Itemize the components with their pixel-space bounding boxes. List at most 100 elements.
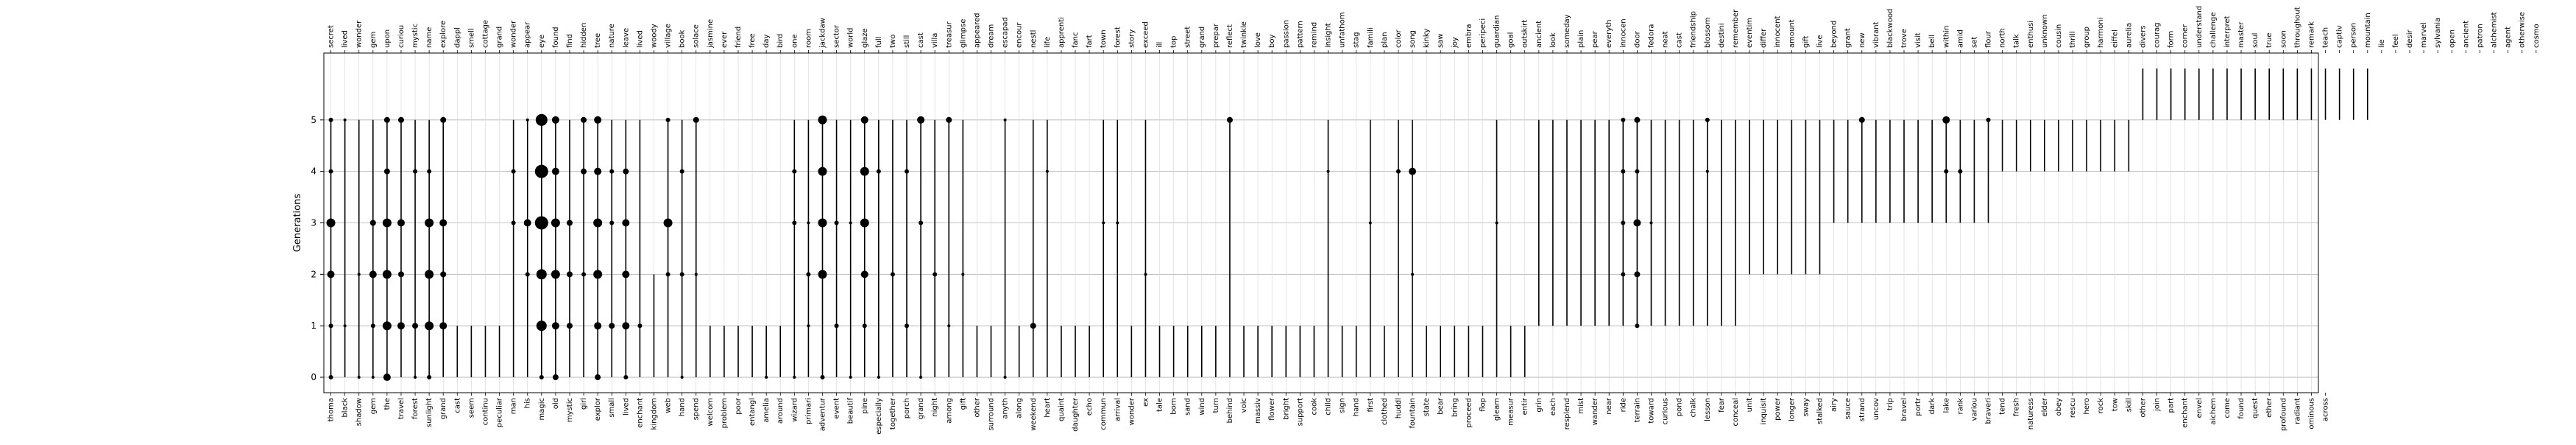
x-top-tick-label: otherwise bbox=[2519, 12, 2527, 48]
data-point bbox=[551, 218, 560, 228]
x-tick-label: massiv bbox=[1254, 398, 1262, 424]
x-top-tick-label: goal bbox=[1507, 32, 1515, 48]
data-point bbox=[933, 272, 938, 277]
x-tick-label: mist bbox=[1577, 398, 1585, 414]
data-point bbox=[425, 270, 434, 279]
x-tick-label: measur bbox=[1507, 397, 1515, 426]
x-tick-label: poor bbox=[735, 397, 743, 415]
x-tick-label: spend bbox=[693, 398, 701, 420]
data-point bbox=[1368, 221, 1372, 225]
x-tick-label: behind bbox=[1226, 398, 1234, 423]
x-tick-label: unit bbox=[1746, 398, 1754, 412]
data-point bbox=[1705, 117, 1710, 122]
x-tick-label: power bbox=[1774, 397, 1782, 421]
x-tick-label: black bbox=[342, 398, 350, 418]
x-top-tick-label: fanc bbox=[1072, 32, 1080, 48]
data-point bbox=[581, 272, 587, 277]
data-point bbox=[1495, 221, 1498, 225]
y-tick-label: 5 bbox=[311, 115, 316, 125]
x-top-tick-label: aurelia bbox=[2125, 23, 2133, 48]
x-tick-label: obey bbox=[2055, 398, 2063, 416]
x-top-tick-label: embra bbox=[1465, 24, 1473, 48]
data-point bbox=[679, 169, 684, 174]
x-tick-label: heart bbox=[1044, 398, 1052, 418]
data-point bbox=[834, 220, 839, 225]
x-top-tick-label: mountain bbox=[2364, 13, 2372, 48]
x-tick-label: aichem bbox=[2209, 398, 2218, 425]
x-tick-label: lake bbox=[1942, 398, 1950, 413]
x-top-tick-label: visit bbox=[1914, 32, 1922, 48]
x-tick-label: support bbox=[1296, 398, 1304, 426]
data-point bbox=[622, 270, 630, 278]
data-point bbox=[427, 375, 432, 380]
x-top-tick-label: remember bbox=[1732, 9, 1740, 48]
x-tick-label: chalk bbox=[1690, 398, 1698, 418]
data-point bbox=[849, 221, 852, 225]
data-point bbox=[961, 273, 965, 276]
x-top-tick-label: wonder bbox=[355, 20, 364, 48]
x-top-tick-label: amid bbox=[1956, 29, 1964, 48]
x-top-tick-label: innocent bbox=[1774, 15, 1782, 48]
x-tick-label: ominous bbox=[2307, 398, 2315, 430]
x-top-tick-label: curiou bbox=[397, 25, 406, 48]
x-top-tick-label: name bbox=[425, 27, 434, 48]
x-top-tick-label: thrill bbox=[2069, 31, 2077, 48]
x-tick-label: amelia bbox=[762, 398, 771, 423]
data-point bbox=[425, 321, 434, 331]
data-point bbox=[860, 270, 868, 278]
x-top-tick-label: exceed bbox=[1142, 21, 1150, 48]
x-tick-label: gift bbox=[959, 398, 967, 410]
data-point bbox=[1986, 117, 1991, 122]
data-point bbox=[326, 218, 336, 228]
data-point bbox=[807, 324, 810, 328]
x-top-tick-label: captiv bbox=[2336, 25, 2344, 48]
x-top-tick-label: villa bbox=[931, 33, 939, 48]
x-top-tick-label: smell bbox=[467, 28, 475, 48]
x-top-tick-label: fart bbox=[1086, 35, 1094, 48]
x-top-tick-label: village bbox=[665, 24, 673, 48]
data-point bbox=[511, 220, 516, 225]
x-top-tick-label: blossom bbox=[1704, 17, 1712, 48]
x-axis-top: secret lived wonder gem upon curiou mystic name… bbox=[328, 6, 2541, 53]
x-top-tick-label: song bbox=[1409, 30, 1417, 48]
x-top-tick-label: tree bbox=[594, 33, 602, 48]
x-top-tick-label: enthusi bbox=[2027, 21, 2035, 48]
x-top-tick-label: plan bbox=[1381, 32, 1389, 48]
x-tick-label: quest bbox=[2251, 398, 2260, 418]
x-tick-label: shadow bbox=[355, 398, 364, 426]
data-point bbox=[551, 322, 559, 330]
x-tick-label: among bbox=[945, 398, 953, 424]
x-top-tick-label: eye bbox=[538, 35, 546, 48]
data-point bbox=[765, 376, 768, 379]
x-top-tick-label: peripeci bbox=[1479, 18, 1487, 48]
x-tick-label: echo bbox=[1086, 398, 1094, 416]
data-point bbox=[525, 272, 530, 277]
data-point bbox=[946, 116, 952, 123]
x-top-tick-label: prepar bbox=[1212, 23, 1220, 48]
x-tick-label: grand bbox=[917, 398, 925, 419]
data-point bbox=[566, 220, 573, 226]
x-tick-label: rank bbox=[1956, 398, 1964, 415]
data-point bbox=[609, 220, 615, 225]
x-tick-label: anyth bbox=[1002, 398, 1010, 419]
x-tick-label: near bbox=[1605, 397, 1613, 415]
data-point bbox=[694, 273, 698, 276]
x-top-tick-label: stag bbox=[1353, 32, 1361, 48]
data-point bbox=[1634, 116, 1641, 123]
x-top-tick-label: live bbox=[1816, 35, 1825, 48]
data-point bbox=[397, 322, 405, 330]
x-top-tick-label: life bbox=[1044, 37, 1052, 48]
x-tick-label: grin bbox=[1535, 398, 1543, 413]
data-point bbox=[1705, 169, 1709, 173]
x-top-tick-label: town bbox=[1100, 29, 1108, 48]
x-tick-label: inquisit bbox=[1760, 398, 1768, 425]
data-point bbox=[665, 272, 670, 277]
x-tick-label: pond bbox=[1676, 398, 1684, 416]
data-point bbox=[1621, 169, 1626, 174]
x-top-tick-label: treasur bbox=[945, 21, 953, 48]
x-tick-label: kingdom bbox=[650, 398, 658, 430]
data-point bbox=[1621, 220, 1626, 225]
data-point bbox=[818, 167, 827, 176]
data-point bbox=[623, 375, 629, 380]
x-top-tick-label: ancient bbox=[2462, 21, 2470, 48]
